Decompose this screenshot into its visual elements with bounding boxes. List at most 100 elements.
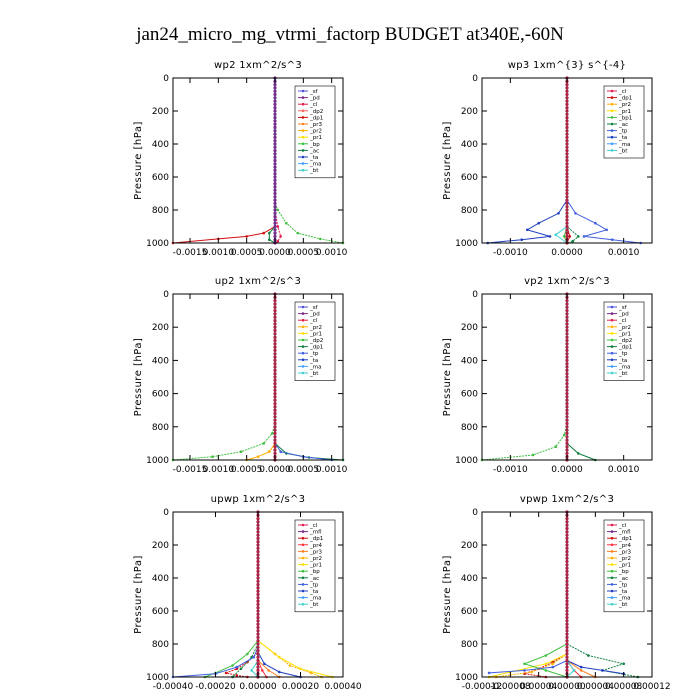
y-tick-label: 400 [461,574,478,584]
legend-marker [610,122,614,126]
center-marker [565,540,569,544]
center-marker [273,425,277,429]
center-marker [565,234,569,238]
center-marker [565,563,569,567]
legend-entry: _tp [618,351,628,357]
legend-marker [610,536,614,540]
center-marker [273,402,277,406]
legend-marker [610,142,614,146]
series-point [276,225,280,228]
center-marker [256,629,260,633]
legend-entry: _pd [309,312,320,318]
legend-entry: _sf [618,305,628,311]
center-marker [565,517,569,521]
center-marker [256,533,260,537]
legend-entry: _pr1 [309,331,322,337]
legend-entry: _pr2 [309,556,322,562]
legend-entry: _bp1 [618,115,632,121]
series-point [262,231,266,235]
legend-marker [301,96,305,99]
series-point [562,433,566,437]
series-point [594,221,597,225]
center-marker [565,421,569,426]
x-tick-label: 0.00040 [324,682,361,692]
center-marker [565,612,569,616]
legend-marker [610,576,614,580]
series-point [582,235,586,238]
panel-1: wp3 1xm^{3} s^{-4} Pressure [hPa] 0 200 400 6… [442,60,653,258]
center-marker [565,116,569,120]
series-point [309,671,313,675]
panel-title: wp3 1xm^{3} s^{-4} [508,60,626,71]
center-marker [273,89,277,93]
series-point [235,665,239,669]
y-tick-label: 600 [461,173,478,183]
center-marker [565,328,569,333]
center-marker [256,566,260,570]
legend-marker [610,345,614,348]
center-marker [273,408,277,412]
center-marker [565,523,569,527]
center-marker [565,441,569,445]
center-marker [565,445,569,449]
center-marker [256,520,260,524]
center-marker [565,559,569,564]
series-point [571,240,574,243]
center-marker [273,125,277,130]
center-marker [565,139,569,143]
center-marker [565,619,569,623]
series-point [224,671,228,675]
center-marker [273,218,277,222]
center-marker [565,358,569,362]
x-tick-label: 0.0000 [551,465,583,475]
series-point [523,669,526,672]
y-tick-label: 600 [152,390,169,400]
center-marker [273,135,277,139]
center-marker [565,392,569,396]
series-point [279,450,283,454]
center-marker [256,599,260,603]
center-marker [273,172,277,176]
center-marker [273,205,277,209]
center-marker [565,122,569,126]
legend-box [294,519,336,613]
legend-entry: _tp [309,351,319,357]
center-marker [565,158,569,163]
legend-marker [301,109,305,113]
center-marker [565,302,569,306]
series-line [481,294,568,461]
legend-marker [610,89,614,93]
series-point [577,452,580,455]
center-marker [565,388,569,392]
center-marker [565,211,569,215]
center-marker [565,299,569,303]
center-marker [273,145,277,149]
center-marker [273,142,277,146]
center-marker [273,185,277,189]
center-marker [565,132,569,136]
series-point [319,237,322,241]
x-tick-label: 0.00020 [282,682,319,692]
center-marker [256,559,260,564]
center-marker [565,182,569,186]
legend-entry: _dp1 [309,345,323,351]
center-marker [256,569,260,574]
legend-entry: _bp [309,569,320,575]
legend-marker [301,365,305,368]
center-marker [273,385,277,389]
x-tick-label: 0.00004 [520,682,557,692]
legend-marker [610,325,614,329]
center-marker [256,556,260,560]
center-marker [273,201,277,205]
center-marker [273,106,277,110]
center-marker [273,158,277,163]
series-line [488,512,568,678]
center-marker [256,642,260,646]
center-marker [565,520,569,524]
center-marker [565,639,569,643]
center-marker [273,392,277,396]
series-point [530,670,533,674]
panel-4: upwp 1xm^2/s^3 Pressure [hPa] 0 200 400 600 80… [133,494,362,692]
legend-entry: _ma [309,364,321,370]
legend-entry: _pr1 [309,135,322,141]
